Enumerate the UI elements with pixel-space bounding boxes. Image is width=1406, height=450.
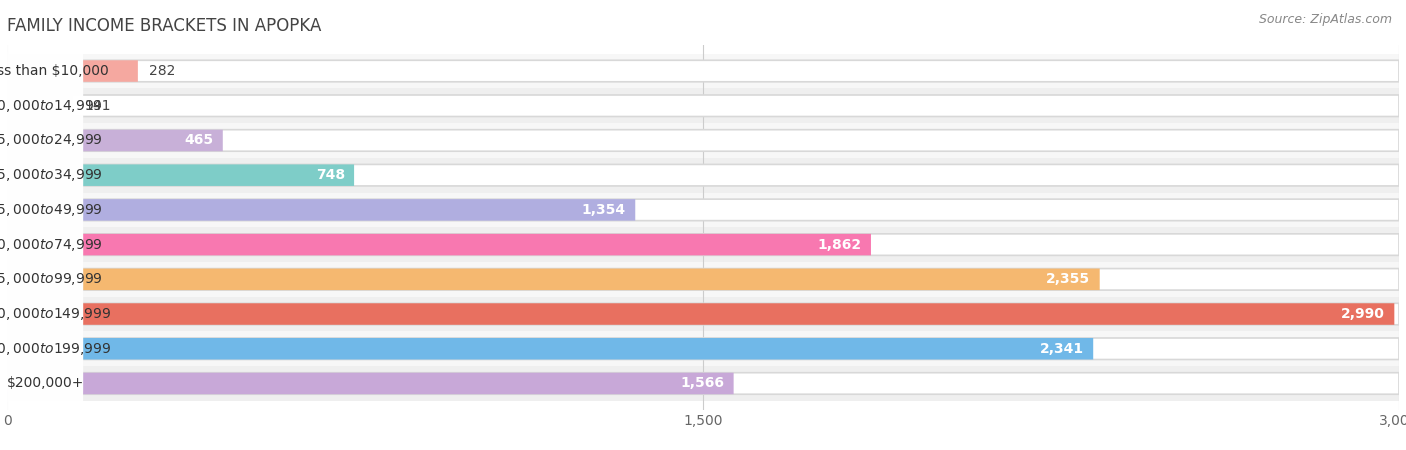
FancyBboxPatch shape (7, 338, 1399, 360)
FancyBboxPatch shape (7, 373, 1399, 394)
Text: 1,862: 1,862 (817, 238, 862, 252)
FancyBboxPatch shape (7, 130, 222, 151)
FancyBboxPatch shape (7, 95, 1399, 117)
FancyBboxPatch shape (7, 26, 83, 185)
Text: $100,000 to $149,999: $100,000 to $149,999 (0, 306, 111, 322)
FancyBboxPatch shape (7, 269, 83, 428)
Text: FAMILY INCOME BRACKETS IN APOPKA: FAMILY INCOME BRACKETS IN APOPKA (7, 17, 322, 35)
Bar (7, 227, 1399, 262)
Bar (7, 88, 1399, 123)
FancyBboxPatch shape (7, 199, 1399, 220)
Text: $75,000 to $99,999: $75,000 to $99,999 (0, 271, 103, 287)
Text: $150,000 to $199,999: $150,000 to $199,999 (0, 341, 111, 357)
Bar (7, 193, 1399, 227)
Text: Less than $10,000: Less than $10,000 (0, 64, 108, 78)
Bar (7, 297, 1399, 331)
Bar (7, 123, 1399, 158)
FancyBboxPatch shape (7, 60, 138, 82)
Text: 748: 748 (316, 168, 344, 182)
Text: $200,000+: $200,000+ (7, 377, 84, 391)
Text: 282: 282 (149, 64, 176, 78)
Text: 1,354: 1,354 (582, 203, 626, 217)
FancyBboxPatch shape (7, 234, 83, 394)
Text: $15,000 to $24,999: $15,000 to $24,999 (0, 132, 103, 148)
FancyBboxPatch shape (7, 96, 83, 255)
Text: $50,000 to $74,999: $50,000 to $74,999 (0, 237, 103, 252)
FancyBboxPatch shape (7, 303, 1399, 325)
FancyBboxPatch shape (7, 234, 1399, 255)
FancyBboxPatch shape (7, 234, 870, 255)
FancyBboxPatch shape (7, 200, 83, 359)
FancyBboxPatch shape (7, 373, 734, 394)
Bar (7, 158, 1399, 193)
FancyBboxPatch shape (7, 130, 1399, 151)
FancyBboxPatch shape (7, 95, 73, 117)
Text: $25,000 to $34,999: $25,000 to $34,999 (0, 167, 103, 183)
Text: 2,990: 2,990 (1341, 307, 1385, 321)
FancyBboxPatch shape (7, 164, 354, 186)
Text: Source: ZipAtlas.com: Source: ZipAtlas.com (1258, 14, 1392, 27)
Text: 2,355: 2,355 (1046, 272, 1091, 286)
FancyBboxPatch shape (7, 304, 83, 450)
FancyBboxPatch shape (7, 165, 83, 324)
FancyBboxPatch shape (7, 130, 83, 289)
FancyBboxPatch shape (7, 199, 636, 220)
Bar (7, 331, 1399, 366)
Text: 141: 141 (84, 99, 111, 113)
Bar (7, 366, 1399, 401)
FancyBboxPatch shape (7, 164, 1399, 186)
Bar (7, 262, 1399, 297)
Text: $35,000 to $49,999: $35,000 to $49,999 (0, 202, 103, 218)
FancyBboxPatch shape (7, 338, 1094, 360)
Bar (7, 54, 1399, 88)
Text: 465: 465 (184, 134, 214, 148)
FancyBboxPatch shape (7, 269, 1399, 290)
Text: $10,000 to $14,999: $10,000 to $14,999 (0, 98, 103, 114)
Text: 1,566: 1,566 (681, 377, 724, 391)
FancyBboxPatch shape (7, 60, 1399, 82)
FancyBboxPatch shape (7, 61, 83, 220)
FancyBboxPatch shape (7, 0, 83, 151)
FancyBboxPatch shape (7, 269, 1099, 290)
Text: 2,341: 2,341 (1040, 342, 1084, 356)
FancyBboxPatch shape (7, 303, 1395, 325)
